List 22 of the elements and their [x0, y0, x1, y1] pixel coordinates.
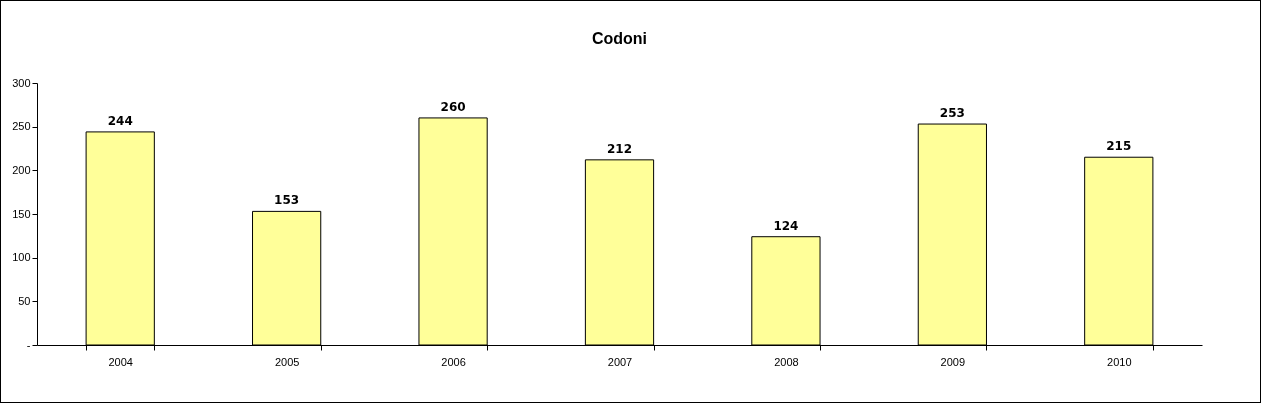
data-label: 260 [440, 99, 466, 114]
data-label: 215 [1106, 139, 1132, 154]
x-tick-label: 2010 [1107, 355, 1132, 368]
data-label: 124 [773, 218, 799, 233]
y-tick-label: 200 [12, 163, 31, 176]
x-tick-label: 2007 [607, 355, 633, 368]
y-tick-label: 100 [12, 251, 31, 264]
data-label: 244 [107, 113, 133, 128]
x-tick-label: 2004 [108, 355, 133, 368]
x-tick-label: 2006 [441, 355, 466, 368]
x-tick-label: 2005 [274, 355, 300, 368]
data-label: 153 [274, 193, 300, 208]
y-tick-label: 300 [12, 76, 31, 89]
y-tick-label: 250 [12, 120, 31, 133]
data-label: 212 [606, 141, 633, 156]
y-tick-label: 150 [12, 207, 31, 220]
chart-title: Codoni [591, 30, 648, 47]
x-tick-label: 2008 [774, 355, 799, 368]
x-tick-label: 2009 [940, 355, 966, 368]
y-tick-label: 50 [18, 294, 31, 307]
y-tick-label: - [26, 338, 31, 351]
data-label: 253 [939, 106, 965, 121]
